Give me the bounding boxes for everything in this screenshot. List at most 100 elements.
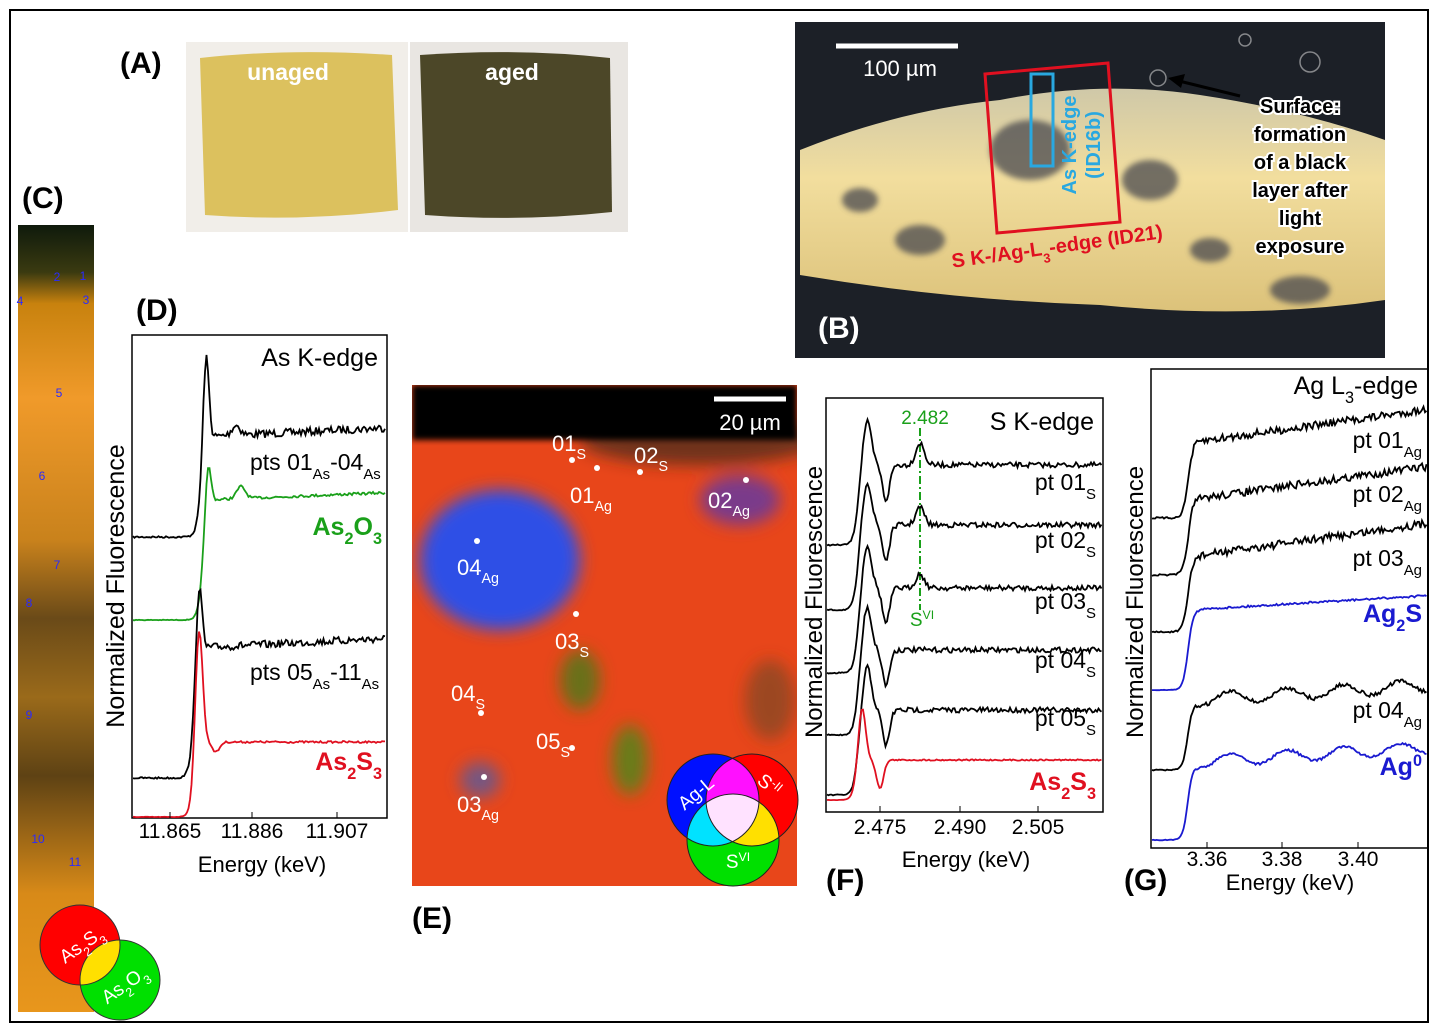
text-index: S [475, 697, 485, 713]
spectrum-label: pt 01Ag [1353, 427, 1422, 461]
x-tick-label: 2.490 [934, 816, 987, 839]
text-index: As [313, 466, 330, 483]
spectrum-label: As2S3 [315, 748, 382, 783]
panel-label: (F) [826, 864, 864, 897]
plot-title: Ag L3-edge [1294, 372, 1418, 407]
map-point [474, 538, 480, 544]
x-tick-label: 11.886 [221, 820, 284, 843]
sample-label: unaged [247, 59, 329, 85]
y-axis-label: Normalized Fluorescence [801, 466, 828, 738]
text-part: Ag L [1294, 372, 1346, 400]
text-index: Ag [1404, 498, 1422, 515]
text-part: pt 03 [1353, 545, 1404, 571]
spectra: 3.363.383.40pt 01Agpt 02Agpt 03AgAg2Spt … [1152, 407, 1427, 871]
spectrum-label: pt 02Ag [1353, 481, 1422, 515]
spectrum-label: pt 04S [1035, 647, 1096, 681]
note-line: Surface: [1260, 96, 1340, 118]
panel-label: (G) [1124, 864, 1167, 897]
roi-label: (ID16b) [1083, 111, 1105, 179]
text-part: 03 [555, 629, 579, 654]
text-index: Ag [1404, 444, 1422, 461]
spectrum-label: Ag2S [1363, 600, 1422, 635]
text-index: As [313, 676, 330, 693]
point-label: 4 [17, 294, 24, 308]
spectrum-label: pt 03S [1035, 588, 1096, 622]
text-index: VI [739, 850, 751, 864]
text-part: 04 [451, 681, 475, 706]
y-axis-label: Normalized Fluorescence [1122, 466, 1149, 738]
x-tick-label: 3.40 [1338, 848, 1379, 871]
xrf-strip [18, 225, 94, 1012]
panel-label: (D) [136, 294, 178, 327]
text-part: 05 [536, 729, 560, 754]
plot-title: As K-edge [261, 344, 378, 372]
x-axis-label: Energy (keV) [1226, 870, 1354, 895]
text-part: 01 [570, 483, 594, 508]
spectra: 2.4752.4902.505pt 01Spt 02Spt 03Spt 04Sp… [827, 420, 1102, 840]
x-tick-label: 3.38 [1262, 848, 1303, 871]
map-point [594, 465, 600, 471]
text-index: 3 [373, 530, 382, 548]
text-part: Ag [1363, 600, 1396, 628]
plot-title: S K-edge [990, 408, 1094, 436]
text-index: S [576, 447, 586, 463]
text-index: S [1086, 664, 1096, 681]
text-part: 01 [552, 431, 576, 456]
text-index: Ag [481, 808, 499, 824]
text-part: pts 05 [250, 659, 313, 685]
x-axis-label: Energy (keV) [902, 847, 1030, 872]
text-part: pt 01 [1353, 427, 1404, 453]
text-index: 2 [347, 765, 356, 783]
marker-label: 2.482 [901, 408, 949, 429]
text-index: S [1086, 722, 1096, 739]
text-index: S [579, 645, 589, 661]
spectrum-label: pt 04Ag [1353, 697, 1422, 731]
x-tick-label: 11.865 [139, 820, 202, 843]
text-part: pt 03 [1035, 588, 1086, 614]
scale-label: 20 µm [719, 410, 781, 435]
text-index: 0 [1413, 752, 1422, 770]
text-index: 2 [1396, 617, 1405, 635]
sample-label: aged [485, 59, 539, 85]
text-index: Ag [1404, 714, 1422, 731]
text-part: -04 [330, 449, 363, 475]
text-part: -11 [330, 659, 362, 685]
text-index: S [1086, 605, 1096, 622]
spectrum-label: As2S3 [1029, 768, 1096, 803]
spectrum-label: pts 05As-11As [250, 659, 379, 693]
text-part: pt 02 [1035, 527, 1086, 553]
panel-label: (A) [120, 47, 162, 80]
panel-label: (B) [818, 312, 860, 345]
spectrum [133, 355, 385, 538]
note-line: of a black [1254, 152, 1347, 174]
x-tick-label: 11.907 [306, 820, 369, 843]
text-part: S [910, 610, 923, 631]
text-index: Ag [732, 504, 750, 520]
roi-label: As K-edge [1059, 96, 1081, 195]
text-part: S [1405, 600, 1422, 628]
text-index: S [658, 459, 668, 475]
text-index: As [362, 676, 379, 693]
marker-label: SVI [910, 608, 934, 631]
text-part: 02 [634, 443, 658, 468]
spectrum-label: pt 03Ag [1353, 545, 1422, 579]
text-part: pt 01 [1035, 469, 1086, 495]
text-part: pt 02 [1353, 481, 1404, 507]
text-part: O [354, 513, 373, 541]
point-label: 11 [69, 855, 82, 869]
text-index: 2 [344, 530, 353, 548]
text-part: pts 01 [250, 449, 313, 475]
panel-label: (E) [412, 902, 452, 935]
text-part: As [1029, 768, 1061, 796]
text-part: 03 [457, 792, 481, 817]
note-line: exposure [1256, 236, 1345, 258]
text-part: S [726, 852, 739, 873]
x-tick-label: 2.475 [854, 816, 907, 839]
text-index: S [1086, 544, 1096, 561]
x-tick-label: 2.505 [1012, 816, 1065, 839]
text-index: 3 [1345, 389, 1354, 407]
map-point [569, 457, 575, 463]
y-axis-label: Normalized Fluorescence [102, 444, 130, 727]
text-index: 3 [373, 765, 382, 783]
